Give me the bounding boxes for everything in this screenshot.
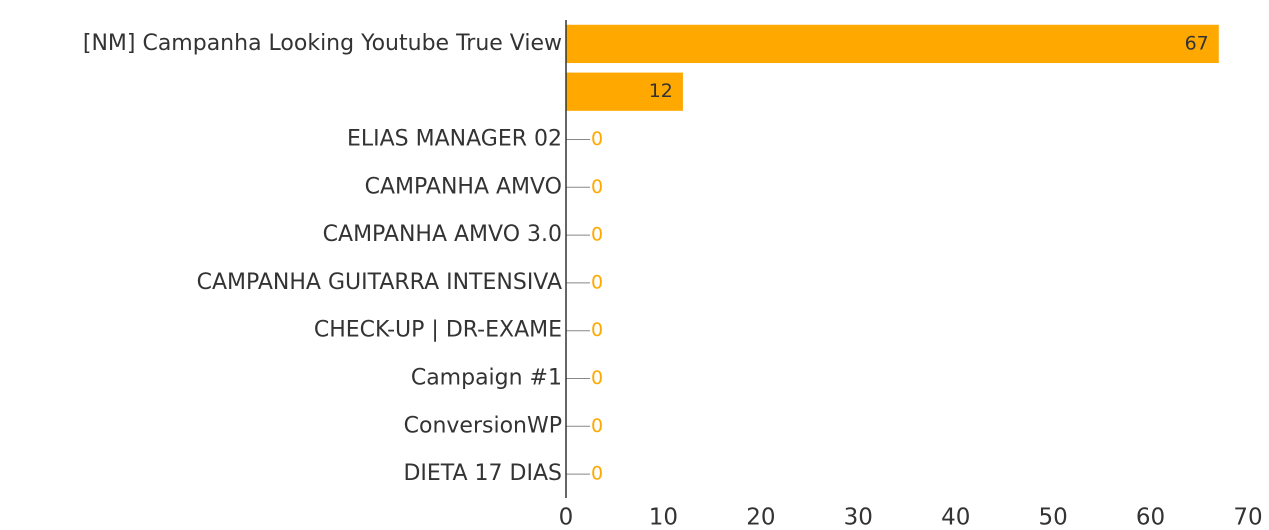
value-label: 0 (591, 176, 603, 198)
x-tick-label: 0 (559, 505, 574, 530)
value-label: 0 (591, 271, 603, 293)
y-tick-label: [NM] Campanha Looking Youtube True View (83, 31, 562, 56)
x-tick-label: 10 (649, 505, 678, 530)
value-label: 0 (591, 128, 603, 150)
value-label: 0 (591, 224, 603, 246)
y-tick-label: DIETA 17 DIAS (403, 461, 562, 486)
x-tick-label: 50 (1039, 505, 1068, 530)
value-label: 0 (591, 319, 603, 341)
bar (566, 72, 683, 111)
y-tick-label: Campaign #1 (411, 366, 562, 391)
x-tick-label: 40 (941, 505, 970, 530)
x-tick-label: 20 (746, 505, 775, 530)
x-tick-label: 70 (1233, 505, 1262, 530)
value-label: 0 (591, 367, 603, 389)
value-label: 0 (591, 463, 603, 485)
x-tick-label: 30 (844, 505, 873, 530)
y-tick-label: ConversionWP (404, 413, 562, 438)
y-tick-label: CAMPANHA GUITARRA INTENSIVA (197, 270, 562, 295)
y-tick-label: ELIAS MANAGER 02 (347, 127, 562, 152)
y-tick-label: CAMPANHA AMVO 3.0 (323, 222, 562, 247)
y-tick-label: CAMPANHA AMVO (365, 174, 562, 199)
value-label: 67 (1185, 32, 1209, 54)
value-label: 12 (649, 80, 673, 102)
value-label: 0 (591, 415, 603, 437)
y-tick-label: CHECK-UP | DR-EXAME (314, 318, 562, 343)
bar (566, 24, 1219, 64)
x-tick-label: 60 (1136, 505, 1165, 530)
